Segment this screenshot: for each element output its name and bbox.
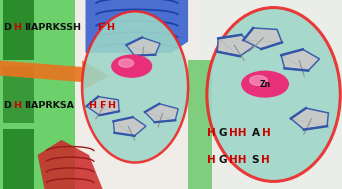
Circle shape <box>124 62 140 70</box>
Circle shape <box>116 57 147 75</box>
Text: H: H <box>207 155 216 165</box>
Text: H: H <box>14 101 22 110</box>
Polygon shape <box>3 66 34 123</box>
Text: Zn: Zn <box>260 80 271 89</box>
Polygon shape <box>291 108 328 130</box>
Circle shape <box>121 60 142 72</box>
Polygon shape <box>3 0 34 60</box>
Polygon shape <box>188 60 212 189</box>
Polygon shape <box>3 129 34 189</box>
Text: D: D <box>3 101 11 110</box>
Circle shape <box>112 55 152 77</box>
Polygon shape <box>217 35 255 56</box>
Polygon shape <box>86 0 188 53</box>
Circle shape <box>128 64 136 68</box>
Text: HH: HH <box>229 128 247 138</box>
Text: H: H <box>261 155 270 165</box>
Text: G: G <box>218 128 227 138</box>
Circle shape <box>129 65 134 68</box>
Circle shape <box>127 63 137 69</box>
Text: IIAPRKSSH: IIAPRKSSH <box>24 23 81 32</box>
Polygon shape <box>281 49 319 71</box>
Polygon shape <box>0 60 103 83</box>
Polygon shape <box>38 140 103 189</box>
Text: A: A <box>252 128 260 138</box>
Circle shape <box>118 59 145 74</box>
Text: H: H <box>107 101 115 110</box>
Circle shape <box>115 57 149 76</box>
Circle shape <box>242 71 288 97</box>
Polygon shape <box>244 28 282 49</box>
Text: S: S <box>252 155 259 165</box>
Circle shape <box>120 60 144 73</box>
Text: G: G <box>218 155 227 165</box>
Text: IIAPRKSA: IIAPRKSA <box>24 101 74 110</box>
Circle shape <box>125 63 138 70</box>
Polygon shape <box>82 60 109 91</box>
Text: H: H <box>106 23 114 32</box>
Circle shape <box>122 61 141 71</box>
Circle shape <box>130 65 133 67</box>
Circle shape <box>113 56 150 76</box>
Text: D: D <box>3 23 11 32</box>
Polygon shape <box>126 37 160 56</box>
Circle shape <box>119 59 134 67</box>
Polygon shape <box>0 0 75 189</box>
Polygon shape <box>113 117 146 136</box>
Text: H: H <box>89 101 96 110</box>
Circle shape <box>112 55 152 77</box>
Polygon shape <box>198 0 342 189</box>
Text: H: H <box>14 23 22 32</box>
Circle shape <box>250 76 267 85</box>
Text: H: H <box>207 128 216 138</box>
Ellipse shape <box>82 11 188 163</box>
Polygon shape <box>87 97 119 115</box>
Text: HH: HH <box>229 155 247 165</box>
Polygon shape <box>145 104 178 122</box>
Ellipse shape <box>207 8 340 181</box>
Text: F: F <box>99 101 105 110</box>
Circle shape <box>117 58 146 74</box>
Text: H: H <box>262 128 271 138</box>
Text: F: F <box>97 23 104 32</box>
